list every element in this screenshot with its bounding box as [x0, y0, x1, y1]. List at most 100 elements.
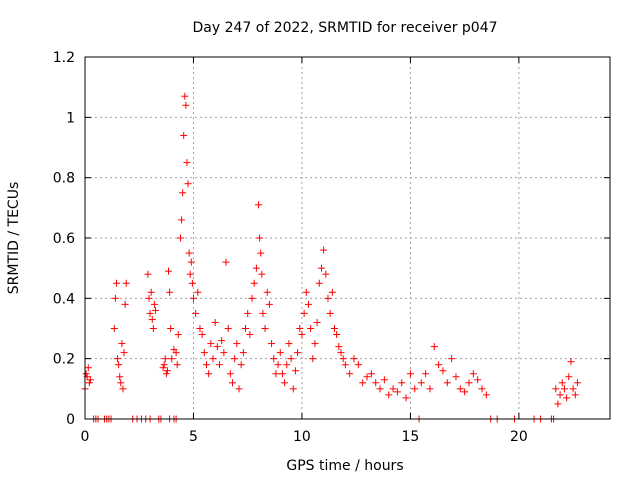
data-point [461, 388, 469, 396]
data-point [178, 216, 186, 224]
data-point [112, 279, 120, 287]
data-point [209, 355, 217, 363]
data-point [184, 180, 192, 188]
y-axis-label: SRMTID / TECUs [6, 182, 22, 295]
data-point [569, 385, 577, 393]
data-point [233, 340, 241, 348]
data-point [237, 361, 245, 369]
data-point [311, 340, 319, 348]
data-point [258, 270, 266, 278]
data-point [121, 300, 129, 308]
data-point [335, 343, 343, 351]
data-point [207, 340, 215, 348]
data-point [194, 288, 202, 296]
data-point [469, 370, 477, 378]
data-point [246, 331, 254, 339]
data-point [474, 376, 482, 384]
data-point [159, 364, 167, 372]
data-point [150, 300, 158, 308]
data-point [482, 391, 490, 399]
data-point [317, 264, 325, 272]
data-point [244, 309, 252, 317]
data-point [85, 379, 93, 387]
data-point [270, 355, 278, 363]
data-point [185, 249, 193, 257]
data-point [239, 349, 247, 357]
data-point [452, 373, 460, 381]
data-point [118, 340, 126, 348]
chart-title: Day 247 of 2022, SRMTID for receiver p04… [192, 20, 497, 36]
data-point [84, 364, 92, 372]
data-point [166, 288, 174, 296]
data-point [402, 394, 410, 402]
data-point [268, 340, 276, 348]
data-point [565, 373, 573, 381]
data-point [573, 379, 581, 387]
data-point [181, 92, 189, 100]
data-point [430, 343, 438, 351]
data-point [289, 385, 297, 393]
data-point [242, 325, 250, 332]
data-point [333, 331, 341, 339]
data-point [259, 309, 267, 317]
data-point [296, 325, 304, 332]
data-point [146, 309, 154, 317]
x-tick-label: 0 [81, 429, 90, 445]
data-point [226, 370, 234, 378]
data-point [406, 370, 414, 378]
data-point [324, 294, 332, 302]
data-point [380, 376, 388, 384]
data-point [439, 367, 447, 375]
data-point [285, 340, 293, 348]
data-point [376, 385, 384, 393]
data-point [294, 349, 302, 357]
data-point [220, 349, 228, 357]
data-point [196, 325, 204, 332]
data-point [556, 391, 564, 399]
data-point [213, 343, 221, 351]
data-point [86, 376, 94, 384]
data-point [456, 385, 464, 393]
data-point [367, 370, 375, 378]
data-point [145, 294, 153, 302]
data-point [398, 379, 406, 387]
data-point [571, 391, 579, 399]
data-point [148, 315, 156, 323]
data-point [173, 361, 181, 369]
data-point [252, 264, 260, 272]
data-point [182, 101, 190, 109]
data-point [341, 361, 349, 369]
data-point [256, 234, 264, 242]
data-point [281, 379, 289, 387]
y-tick-label: 0 [66, 412, 75, 428]
data-point [389, 385, 397, 393]
data-point [119, 385, 127, 393]
y-tick-label: 0.4 [53, 291, 75, 307]
data-point [465, 379, 473, 387]
data-point [328, 288, 336, 296]
data-point [478, 385, 486, 393]
data-point [168, 355, 176, 363]
data-point [448, 355, 456, 363]
data-point [298, 331, 306, 339]
data-point [278, 370, 286, 378]
data-point [339, 355, 347, 363]
data-point [216, 361, 224, 369]
tick-labels: 0 0.2 0.4 0.6 0.8 1 1.2 0 5 10 15 20 [53, 50, 528, 445]
y-tick-label: 0.2 [53, 352, 75, 368]
data-point [322, 270, 330, 278]
data-point [189, 294, 197, 302]
data-point [144, 270, 152, 278]
data-point [435, 361, 443, 369]
data-point [183, 159, 191, 167]
data-point [359, 379, 367, 387]
data-point [354, 361, 362, 369]
x-tick-label: 15 [401, 429, 419, 445]
data-point [393, 388, 401, 396]
data-point [231, 355, 239, 363]
data-point [276, 349, 284, 357]
data-point [283, 361, 291, 369]
data-point [330, 325, 338, 332]
data-point [265, 300, 273, 308]
